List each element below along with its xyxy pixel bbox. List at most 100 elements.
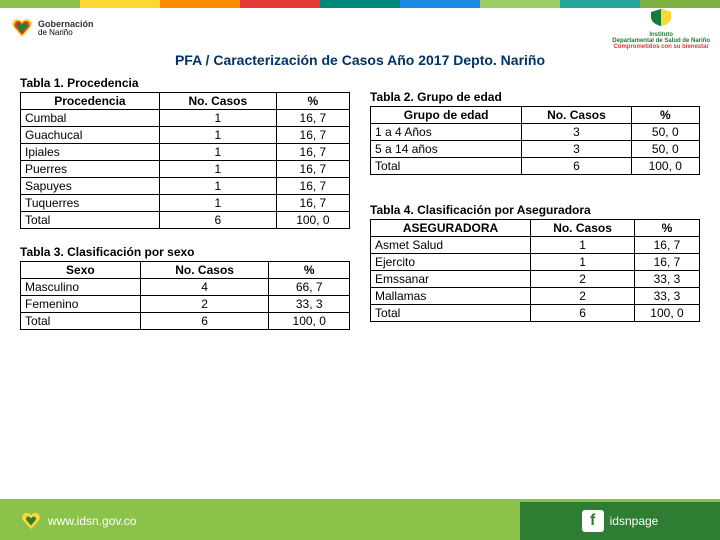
table-cell: 2 — [531, 288, 635, 305]
table-cell: 66, 7 — [269, 279, 350, 296]
table-cell: 2 — [140, 296, 269, 313]
table-header: Sexo — [21, 262, 141, 279]
heart-icon — [10, 17, 34, 39]
logo-left: Gobernación de Nariño — [10, 17, 94, 39]
table-row: Puerres116, 7 — [21, 161, 350, 178]
logo-right-tagline: Comprometidos con su bienestar — [612, 44, 710, 50]
table-cell: 6 — [140, 313, 269, 330]
table-header: % — [634, 220, 699, 237]
table-cell: 16, 7 — [276, 144, 349, 161]
facebook-icon[interactable]: f — [582, 510, 604, 532]
table-header: No. Casos — [140, 262, 269, 279]
table-cell: Total — [21, 313, 141, 330]
table-cell: Ejercito — [371, 254, 531, 271]
table-cell: 1 — [159, 161, 276, 178]
footer: www.idsn.gov.co f idsnpage — [0, 502, 720, 540]
table-row: Asmet Salud116, 7 — [371, 237, 700, 254]
table-cell: Masculino — [21, 279, 141, 296]
table-header: Grupo de edad — [371, 107, 522, 124]
footer-left: www.idsn.gov.co — [0, 502, 520, 540]
table-cell: 33, 3 — [634, 271, 699, 288]
table4: ASEGURADORANo. Casos%Asmet Salud116, 7Ej… — [370, 219, 700, 322]
table-row: 5 a 14 años350, 0 — [371, 141, 700, 158]
table-header: % — [269, 262, 350, 279]
heart-icon — [20, 511, 42, 531]
table-cell: 5 a 14 años — [371, 141, 522, 158]
logo-left-text: Gobernación de Nariño — [38, 20, 94, 37]
table-cell: 100, 0 — [634, 305, 699, 322]
table-row: Total6100, 0 — [21, 313, 350, 330]
table-cell: 16, 7 — [276, 127, 349, 144]
table-cell: Total — [371, 158, 522, 175]
table-cell: Emssanar — [371, 271, 531, 288]
table-cell: Sapuyes — [21, 178, 160, 195]
table-cell: 100, 0 — [631, 158, 699, 175]
table-row: Mallamas233, 3 — [371, 288, 700, 305]
table-cell: 6 — [531, 305, 635, 322]
table-row: Total6100, 0 — [371, 158, 700, 175]
table-cell: 16, 7 — [276, 178, 349, 195]
table-cell: Cumbal — [21, 110, 160, 127]
table-header: % — [276, 93, 349, 110]
table4-wrapper: Tabla 4. Clasificación por Aseguradora A… — [370, 203, 700, 322]
table-header: ASEGURADORA — [371, 220, 531, 237]
table-cell: 50, 0 — [631, 124, 699, 141]
table-cell: 16, 7 — [276, 161, 349, 178]
table3: SexoNo. Casos%Masculino466, 7Femenino233… — [20, 261, 350, 330]
table-row: Ejercito116, 7 — [371, 254, 700, 271]
footer-url[interactable]: www.idsn.gov.co — [48, 514, 136, 528]
table-cell: 33, 3 — [634, 288, 699, 305]
table-cell: 4 — [140, 279, 269, 296]
table-cell: 100, 0 — [276, 212, 349, 229]
header: Gobernación de Nariño Instituto Departam… — [0, 8, 720, 48]
table-row: Tuquerres116, 7 — [21, 195, 350, 212]
table-cell: 16, 7 — [634, 237, 699, 254]
table-cell: 1 a 4 Años — [371, 124, 522, 141]
column-right: Tabla 2. Grupo de edad Grupo de edadNo. … — [370, 76, 700, 346]
table-cell: Guachucal — [21, 127, 160, 144]
table2-title: Tabla 2. Grupo de edad — [370, 90, 700, 104]
table2: Grupo de edadNo. Casos%1 a 4 Años350, 05… — [370, 106, 700, 175]
table-cell: 1 — [159, 110, 276, 127]
column-left: Tabla 1. Procedencia ProcedenciaNo. Caso… — [20, 76, 350, 346]
table-cell: 3 — [522, 124, 631, 141]
table-cell: 1 — [159, 144, 276, 161]
logo-left-line2: de Nariño — [38, 29, 94, 37]
table-cell: 2 — [531, 271, 635, 288]
table-cell: 6 — [522, 158, 631, 175]
table2-wrapper: Tabla 2. Grupo de edad Grupo de edadNo. … — [370, 90, 700, 175]
footer-right: f idsnpage — [520, 502, 720, 540]
table4-title: Tabla 4. Clasificación por Aseguradora — [370, 203, 700, 217]
table-row: Ipiales116, 7 — [21, 144, 350, 161]
footer-social[interactable]: idsnpage — [610, 514, 659, 528]
table-row: Masculino466, 7 — [21, 279, 350, 296]
table-cell: 33, 3 — [269, 296, 350, 313]
table-cell: 3 — [522, 141, 631, 158]
table-row: Total6100, 0 — [371, 305, 700, 322]
table-header: Procedencia — [21, 93, 160, 110]
table-cell: Asmet Salud — [371, 237, 531, 254]
table1-title: Tabla 1. Procedencia — [20, 76, 350, 90]
table-cell: Total — [21, 212, 160, 229]
table-cell: 100, 0 — [269, 313, 350, 330]
content: Tabla 1. Procedencia ProcedenciaNo. Caso… — [0, 76, 720, 346]
table-row: 1 a 4 Años350, 0 — [371, 124, 700, 141]
table-cell: 16, 7 — [276, 195, 349, 212]
table-cell: Puerres — [21, 161, 160, 178]
table-cell: Mallamas — [371, 288, 531, 305]
table-cell: 16, 7 — [276, 110, 349, 127]
table-cell: Total — [371, 305, 531, 322]
logo-right: Instituto Departamental de Salud de Nari… — [612, 7, 710, 50]
table-cell: 1 — [531, 254, 635, 271]
table3-title: Tabla 3. Clasificación por sexo — [20, 245, 350, 259]
table-cell: Tuquerres — [21, 195, 160, 212]
table-header: No. Casos — [159, 93, 276, 110]
table-row: Guachucal116, 7 — [21, 127, 350, 144]
table-cell: 1 — [531, 237, 635, 254]
table-row: Emssanar233, 3 — [371, 271, 700, 288]
table-cell: 50, 0 — [631, 141, 699, 158]
logo-right-line2: Departamental de Salud de Nariño — [612, 38, 710, 44]
table-cell: 1 — [159, 178, 276, 195]
table-header: No. Casos — [531, 220, 635, 237]
table-cell: 6 — [159, 212, 276, 229]
